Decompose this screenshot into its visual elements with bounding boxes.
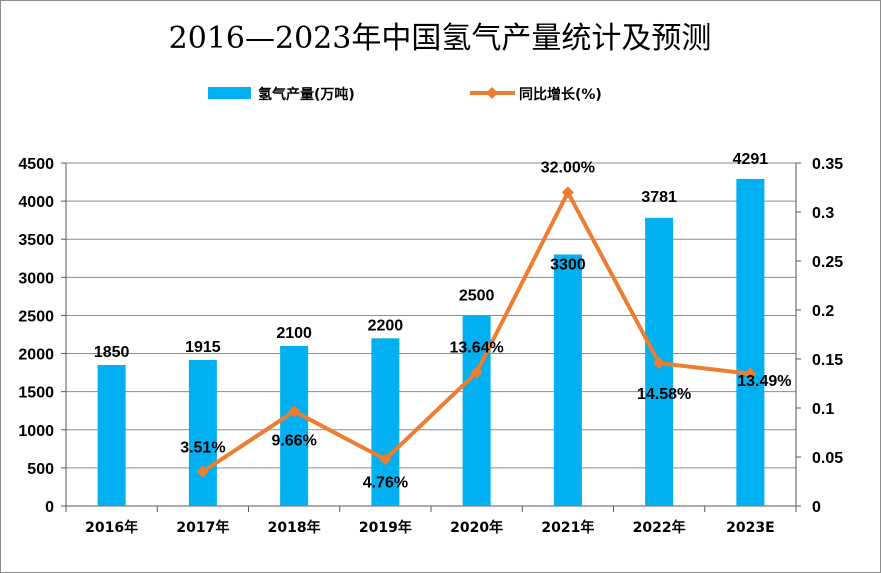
x-axis-tick-label: 2017年 [176,519,229,536]
line-value-label: 9.66% [271,432,316,449]
right-axis-tick-label: 0.35 [812,156,843,173]
line-point [379,453,392,466]
line-point [196,465,209,478]
left-axis-tick-label: 4000 [18,194,54,211]
left-axis-tick-label: 3000 [18,270,54,287]
right-axis-tick-label: 0.05 [812,450,843,467]
right-axis-tick-label: 0.2 [812,303,834,320]
bar-value-label: 4291 [733,151,769,168]
bar-value-label: 3781 [641,189,677,206]
bar [462,315,491,506]
line-value-label: 14.58% [637,386,691,403]
right-axis-tick-label: 0.1 [812,401,834,418]
legend: 氢气产量(万吨) 同比增长(%) [208,86,602,103]
left-axis-tick-label: 2500 [18,308,54,325]
gridlines [66,162,796,469]
line-series [196,186,757,478]
line-value-label: 32.00% [541,159,595,176]
line-point [561,186,574,199]
left-axis-tick-label: 500 [27,461,54,478]
left-axis-tick-label: 0 [45,499,54,516]
line-point [744,367,757,380]
line-value-label: 4.76% [363,474,408,491]
bar-value-label: 3300 [550,256,586,273]
bar [736,178,765,506]
line-point [470,366,483,379]
x-axis-tick-label: 2016年 [85,519,138,536]
bar-value-label: 1850 [94,344,130,361]
bar [371,338,400,506]
bar [553,254,582,506]
right-axis-tick-label: 0.3 [812,205,834,222]
chart-title: 2016—2023年中国氢气产量统计及预测 [169,21,712,56]
left-axis-tick-label: 3500 [18,232,54,249]
legend-line-label: 同比增长(%) [519,86,602,103]
right-axis-tick-label: 0.15 [812,352,843,369]
left-axis-tick-label: 1500 [18,385,54,402]
line-value-label: 3.51% [180,440,225,457]
x-axis-tick-label: 2020年 [450,519,503,536]
axes: 0 500 1000 1500 2000 2500 3000 3500 4000 4500 0 0.0… [18,156,843,536]
bar [188,360,217,506]
line-value-label: 13.49% [737,373,791,390]
left-axis-tick-label: 1000 [18,423,54,440]
bar-value-label: 1915 [185,339,221,356]
legend-bar-swatch [208,87,251,99]
right-axis-tick-label: 0 [812,499,821,516]
data-labels: 1850 1915 2100 2200 2500 3300 3781 4291 3.51% 9.6… [94,151,792,491]
bar-series [97,178,765,506]
x-axis-tick-label: 2022年 [633,519,686,536]
line-value-label: 13.64% [449,339,503,356]
line-point [288,405,301,418]
bar [280,345,309,506]
legend-line-marker [486,87,498,99]
x-axis-tick-label: 2021年 [541,519,594,536]
legend-bar-label: 氢气产量(万吨) [258,86,355,103]
bar-value-label: 2200 [368,317,404,334]
bar-value-label: 2100 [276,325,312,342]
x-axis-tick-label: 2023E [726,520,775,536]
x-axis-tick-label: 2018年 [268,519,321,536]
bar-value-label: 2500 [459,287,495,304]
left-axis-tick-label: 4500 [18,156,54,173]
left-axis-tick-label: 2000 [18,347,54,364]
line-point [653,357,666,370]
right-axis-tick-label: 0.25 [812,254,843,271]
x-axis-tick-label: 2019年 [359,519,412,536]
bar [97,364,126,506]
